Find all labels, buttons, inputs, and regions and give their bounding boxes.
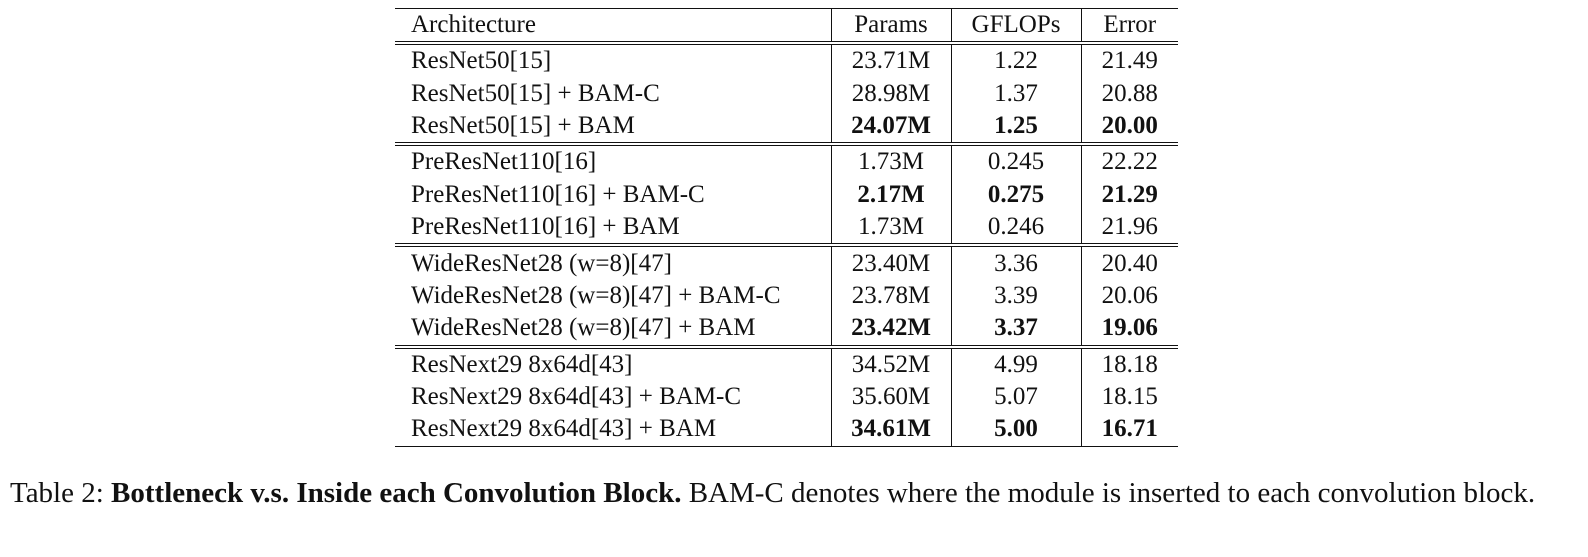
cell-architecture: ResNet50[15]: [395, 40, 831, 78]
cell-gflops: 0.246: [950, 210, 1081, 246]
cell-gflops: 5.07: [950, 380, 1081, 414]
cell-error: 18.15: [1080, 380, 1178, 414]
table-row: WideResNet28 (w=8)[47] 23.40M 3.36 20.40: [395, 243, 1178, 280]
cell-error: 20.00: [1080, 109, 1178, 145]
cell-params: 23.78M: [830, 279, 951, 313]
cell-architecture: PreResNet110[16] + BAM: [411, 213, 680, 241]
cell-gflops: 3.37: [950, 312, 1081, 347]
cell-params: 28.98M: [830, 77, 951, 110]
cell-params: 23.71M: [830, 40, 951, 78]
table-row: ResNext29 8x64d[43] 34.52M 4.99 18.18: [395, 344, 1178, 381]
header-params: Params: [830, 8, 951, 43]
cell-error: 21.96: [1080, 210, 1178, 246]
cell-error: 18.18: [1080, 344, 1178, 381]
cell-architecture: WideResNet28 (w=8)[47] + BAM-C: [411, 281, 781, 309]
table-row: WideResNet28 (w=8)[47] + BAM 23.42M 3.37 19…: [395, 312, 1178, 347]
cell-error: 22.22: [1080, 142, 1178, 179]
cell-error: 21.49: [1080, 40, 1178, 78]
cell-error: 20.40: [1080, 243, 1178, 280]
table-group-preresnet110: PreResNet110[16] 1.73M 0.245 22.22 PreResNet…: [395, 142, 1178, 246]
table-row: ResNet50[15] + BAM-C 28.98M 1.37 20.88: [395, 77, 1178, 110]
table-group-resnet50: ResNet50[15] 23.71M 1.22 21.49 ResNet50[15] …: [395, 40, 1178, 145]
cell-gflops: 5.00: [950, 413, 1081, 447]
cell-gflops: 0.275: [950, 178, 1081, 211]
header-architecture: Architecture: [395, 8, 831, 43]
cell-gflops: 0.245: [950, 142, 1081, 179]
cell-params: 1.73M: [830, 210, 951, 246]
cell-architecture: PreResNet110[16]: [395, 142, 831, 179]
cell-error: 20.88: [1080, 77, 1178, 110]
table-row: ResNext29 8x64d[43] + BAM 34.61M 5.00 16.71: [395, 413, 1178, 447]
cell-gflops: 1.25: [950, 109, 1081, 145]
cell-gflops: 4.99: [950, 344, 1081, 381]
table-row: ResNext29 8x64d[43] + BAM-C 35.60M 5.07 18.…: [395, 380, 1178, 414]
cell-params: 23.40M: [830, 243, 951, 280]
table-caption: Table 2: Bottleneck v.s. Inside each Con…: [10, 474, 1580, 512]
table-row: WideResNet28 (w=8)[47] + BAM-C 23.78M 3.39…: [395, 279, 1178, 313]
cell-gflops: 3.36: [950, 243, 1081, 280]
cell-architecture: WideResNet28 (w=8)[47]: [395, 243, 831, 280]
cell-gflops: 1.22: [950, 40, 1081, 78]
cell-architecture: ResNext29 8x64d[43]: [395, 344, 831, 381]
cell-error: 20.06: [1080, 279, 1178, 313]
cell-architecture: ResNext29 8x64d[43] + BAM: [395, 413, 831, 447]
cell-architecture: WideResNet28 (w=8)[47] + BAM: [411, 314, 756, 342]
cell-gflops: 1.37: [950, 77, 1081, 110]
cell-params: 1.73M: [830, 142, 951, 179]
header-gflops: GFLOPs: [950, 8, 1081, 43]
caption-title: Bottleneck v.s. Inside each Convolution …: [111, 477, 682, 509]
cell-error: 16.71: [1080, 413, 1178, 447]
cell-architecture: ResNet50[15] + BAM-C: [411, 79, 660, 107]
cell-gflops: 3.39: [950, 279, 1081, 313]
cell-params: 23.42M: [830, 312, 951, 347]
table-header: Architecture Params GFLOPs Error: [395, 8, 1178, 43]
table-row: PreResNet110[16] 1.73M 0.245 22.22: [395, 142, 1178, 179]
cell-architecture: ResNext29 8x64d[43] + BAM-C: [411, 383, 742, 411]
results-table: Architecture Params GFLOPs Error ResNet5…: [395, 8, 1178, 447]
cell-architecture: PreResNet110[16] + BAM-C: [411, 180, 705, 208]
table-row: PreResNet110[16] + BAM 1.73M 0.246 21.96: [395, 210, 1178, 246]
cell-params: 35.60M: [830, 380, 951, 414]
cell-params: 24.07M: [830, 109, 951, 145]
cell-error: 19.06: [1080, 312, 1178, 347]
header-row: Architecture Params GFLOPs Error: [395, 8, 1178, 43]
table-row: ResNet50[15] + BAM 24.07M 1.25 20.00: [395, 109, 1178, 145]
table-row: ResNet50[15] 23.71M 1.22 21.49: [395, 40, 1178, 78]
cell-params: 34.61M: [830, 413, 951, 447]
cell-params: 34.52M: [830, 344, 951, 381]
table-group-resnext29: ResNext29 8x64d[43] 34.52M 4.99 18.18 ResNex…: [395, 344, 1178, 447]
caption-label: Table 2:: [10, 477, 104, 509]
cell-architecture: ResNet50[15] + BAM: [411, 111, 635, 139]
cell-error: 21.29: [1080, 178, 1178, 211]
results-table-container: Architecture Params GFLOPs Error ResNet5…: [395, 8, 1178, 447]
caption-text: BAM-C denotes where the module is insert…: [688, 477, 1536, 509]
header-error: Error: [1080, 8, 1178, 43]
table-row: PreResNet110[16] + BAM-C 2.17M 0.275 21.29: [395, 178, 1178, 211]
cell-params: 2.17M: [830, 178, 951, 211]
table-group-wideresnet28: WideResNet28 (w=8)[47] 23.40M 3.36 20.40 Wid…: [395, 243, 1178, 347]
